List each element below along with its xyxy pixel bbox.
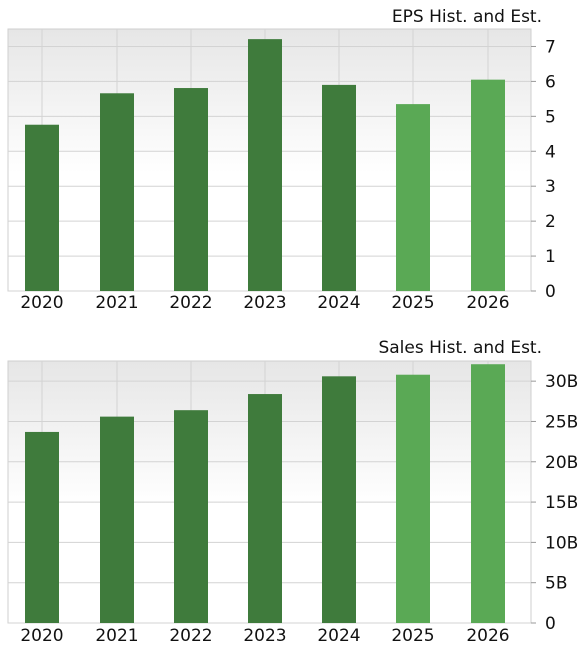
sales-bar-2026 [471, 364, 505, 623]
sales-ytick-label-5: 25B [545, 412, 578, 432]
eps-ytick-label-4: 4 [545, 142, 556, 162]
sales-bar-2022 [174, 410, 208, 623]
sales-xtick-label-0: 2020 [20, 626, 63, 646]
eps-xtick-label-2: 2022 [169, 293, 212, 313]
sales-xtick-label-4: 2024 [317, 626, 360, 646]
sales-ytick-label-1: 5B [545, 574, 567, 594]
eps-bar-2020 [25, 124, 59, 291]
eps-ytick-label-3: 3 [545, 177, 556, 197]
eps-xtick-label-6: 2026 [466, 293, 509, 313]
sales-chart: Sales Hist. and Est. 05B10B15B20B25B30B … [7, 338, 578, 646]
eps-xtick-label-3: 2023 [243, 293, 286, 313]
eps-ytick-label-7: 7 [545, 37, 556, 57]
sales-x-axis: 2020 2021 2022 2023 2024 2025 2026 [20, 626, 509, 646]
sales-ytick-label-2: 10B [545, 533, 578, 553]
sales-ytick-label-4: 20B [545, 453, 578, 473]
eps-xtick-label-0: 2020 [20, 293, 63, 313]
sales-bar-2020 [25, 431, 59, 623]
sales-xtick-label-3: 2023 [243, 626, 286, 646]
sales-ytick-label-3: 15B [545, 493, 578, 513]
eps-bar-2024 [322, 84, 356, 291]
eps-bar-2023 [248, 39, 282, 292]
eps-x-axis: 2020 2021 2022 2023 2024 2025 2026 [20, 293, 509, 313]
eps-ytick-label-0: 0 [545, 282, 556, 302]
sales-chart-title: Sales Hist. and Est. [378, 338, 542, 358]
sales-bars [25, 364, 505, 623]
eps-bar-2021 [100, 93, 134, 291]
eps-y-axis: 0 1 2 3 4 5 6 7 [531, 37, 556, 302]
eps-xtick-label-5: 2025 [391, 293, 434, 313]
eps-ytick-label-1: 1 [545, 247, 556, 267]
eps-bar-2022 [174, 88, 208, 292]
sales-bar-2023 [248, 394, 282, 623]
sales-y-axis: 0 5B 10B 15B 20B 25B 30B [531, 372, 578, 634]
eps-bar-2025 [396, 104, 430, 292]
sales-ytick-label-6: 30B [545, 372, 578, 392]
sales-xtick-label-5: 2025 [391, 626, 434, 646]
eps-ytick-label-2: 2 [545, 212, 556, 232]
eps-ytick-label-5: 5 [545, 107, 556, 127]
eps-bars [25, 39, 505, 292]
eps-ytick-label-6: 6 [545, 72, 556, 92]
sales-bar-2021 [100, 416, 134, 623]
eps-xtick-label-4: 2024 [317, 293, 360, 313]
sales-bar-2024 [322, 376, 356, 623]
eps-chart-title: EPS Hist. and Est. [392, 7, 542, 27]
eps-bar-2026 [471, 79, 505, 291]
eps-xtick-label-1: 2021 [95, 293, 138, 313]
sales-xtick-label-2: 2022 [169, 626, 212, 646]
sales-ytick-label-0: 0 [545, 614, 556, 634]
sales-xtick-label-6: 2026 [466, 626, 509, 646]
eps-chart: EPS Hist. and Est. 0 1 2 3 4 5 6 7 2020 2021 2022… [7, 7, 556, 313]
sales-bar-2025 [396, 374, 430, 623]
sales-xtick-label-1: 2021 [95, 626, 138, 646]
